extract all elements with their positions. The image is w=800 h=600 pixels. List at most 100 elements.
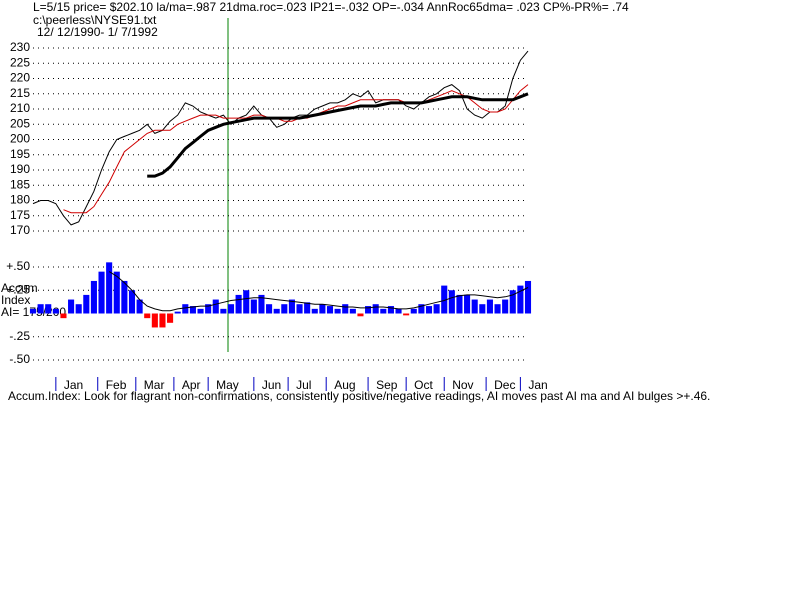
- ai-bar: [167, 313, 174, 323]
- ai-bar: [266, 304, 273, 314]
- ai-bar: [494, 304, 501, 314]
- ai-bar: [212, 299, 219, 314]
- x-tick-label: Mar: [144, 378, 165, 392]
- ai-bar: [281, 304, 288, 314]
- ai-bar: [128, 290, 136, 314]
- ai-bar: [448, 290, 455, 314]
- ai-bar: [174, 311, 181, 314]
- ai-bar: [121, 280, 128, 314]
- file-name: c:\peerless\NYSE91.txt: [33, 13, 157, 27]
- x-tick-label: Nov: [452, 378, 473, 392]
- y-tick-label: 210: [10, 101, 30, 115]
- x-tick-label: May: [216, 378, 239, 392]
- ai-bar: [319, 304, 326, 314]
- ai-bar: [258, 294, 265, 314]
- panel-label: Index: [1, 293, 30, 307]
- ai-bar: [425, 306, 433, 314]
- footer-note: Accum.Index: Look for flagrant non-confi…: [8, 389, 710, 403]
- ai-bar: [479, 304, 486, 314]
- ai-bar: [189, 306, 196, 314]
- ai-bar: [357, 313, 364, 317]
- x-tick-label: Apr: [182, 378, 201, 392]
- x-tick-label: Oct: [414, 378, 433, 392]
- ai-bar: [486, 299, 493, 314]
- ai-bar: [83, 294, 90, 314]
- ai-bar: [235, 294, 242, 314]
- ai-bar: [182, 304, 189, 314]
- ai-bar: [464, 294, 471, 314]
- ai-bar: [517, 285, 524, 314]
- x-tick-label: Jan: [528, 378, 547, 392]
- x-tick-label: Jun: [262, 378, 281, 392]
- y-tick-label: 190: [10, 162, 30, 176]
- y-tick-label: -.50: [9, 352, 30, 366]
- ai-bar: [113, 271, 120, 314]
- x-tick-label: Jul: [296, 378, 311, 392]
- ai-bar: [334, 308, 341, 314]
- panel-label: Accum: [1, 281, 38, 295]
- ai-bar: [106, 262, 113, 314]
- ai-bar: [441, 285, 448, 314]
- ai-bar: [90, 280, 97, 314]
- ai-bar: [395, 308, 402, 314]
- ai-bar: [250, 299, 257, 314]
- y-tick-label: +.50: [6, 259, 30, 273]
- y-tick-label: 195: [10, 147, 30, 161]
- ai-bar: [296, 304, 303, 314]
- ai-bar: [326, 306, 334, 314]
- status-line: L=5/15 price= $202.10 la/ma=.987 21dma.r…: [33, 0, 629, 14]
- ai-bar: [342, 304, 349, 314]
- ai-bar: [243, 290, 250, 314]
- series-line: [63, 84, 529, 214]
- ai-bar: [151, 313, 158, 328]
- ai-bar: [380, 308, 387, 314]
- ai-bar: [365, 306, 372, 314]
- y-tick-label: 185: [10, 177, 30, 191]
- ai-bar: [220, 308, 227, 314]
- ai-bar: [372, 304, 379, 314]
- ai-bar: [288, 299, 295, 314]
- y-tick-label: 180: [10, 193, 30, 207]
- ai-bar: [159, 313, 166, 328]
- y-tick-label: -.25: [9, 329, 30, 343]
- ai-bar: [524, 280, 532, 314]
- series-line: [147, 92, 529, 178]
- ai-bar: [403, 313, 410, 316]
- ai-bar: [433, 304, 440, 314]
- ai-bar: [304, 302, 311, 314]
- ai-bar: [45, 304, 52, 314]
- y-tick-label: 225: [10, 55, 30, 69]
- ai-bar: [311, 308, 318, 314]
- y-tick-label: 175: [10, 208, 30, 222]
- ai-bar: [349, 308, 356, 314]
- y-tick-label: 220: [10, 71, 30, 85]
- x-tick-label: Jan: [64, 378, 83, 392]
- ai-bar: [197, 308, 204, 314]
- ai-bar: [273, 308, 280, 314]
- ai-bar: [418, 304, 425, 314]
- ai-bar: [456, 294, 463, 314]
- ai-bar: [37, 304, 44, 314]
- ai-bar: [387, 306, 394, 314]
- x-tick-label: Aug: [334, 378, 355, 392]
- x-tick-label: Dec: [494, 378, 515, 392]
- ai-bar: [60, 313, 67, 319]
- ai-bar: [144, 313, 151, 319]
- ai-bar: [68, 299, 75, 314]
- y-tick-label: 170: [10, 223, 30, 237]
- series-line: [32, 50, 529, 226]
- ai-bar: [98, 271, 105, 314]
- y-tick-label: +.25: [6, 282, 30, 296]
- y-tick-label: 215: [10, 86, 30, 100]
- ai-bar: [502, 299, 509, 314]
- series-line: [108, 271, 529, 312]
- y-tick-label: 230: [10, 40, 30, 54]
- ai-bar: [509, 290, 516, 314]
- ai-bar: [205, 304, 212, 314]
- x-tick-label: Feb: [106, 378, 127, 392]
- ai-bar: [410, 308, 417, 314]
- ai-bar: [75, 304, 82, 314]
- date-range: 12/ 12/1990- 1/ 7/1992: [37, 25, 158, 39]
- y-tick-label: 205: [10, 116, 30, 130]
- ai-bar: [471, 299, 478, 314]
